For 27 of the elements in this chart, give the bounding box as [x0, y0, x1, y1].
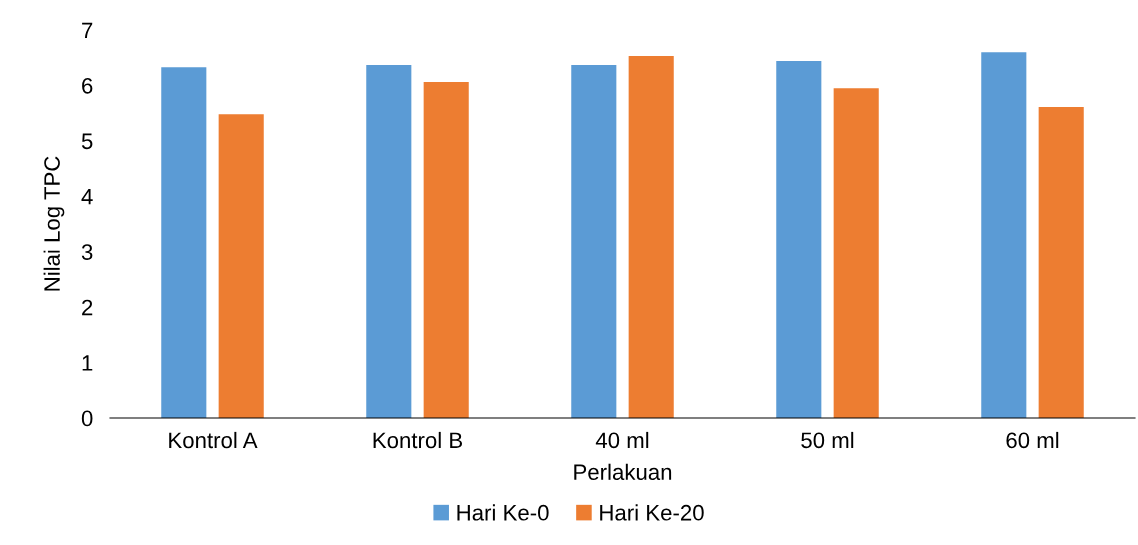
x-tick-label: 40 ml — [595, 431, 649, 449]
legend-label: Hari Ke-0 — [457, 504, 549, 521]
bar — [366, 64, 412, 418]
y-axis-title: Nilai Log TPC — [43, 156, 65, 291]
bar — [423, 82, 469, 418]
legend-label: Hari Ke-20 — [600, 504, 704, 521]
y-tick-label: 4 — [81, 189, 93, 205]
y-tick-label: 0 — [81, 410, 93, 427]
bar — [981, 52, 1027, 418]
bar — [833, 88, 879, 418]
y-tick-label: 7 — [82, 22, 93, 39]
x-tick-label: Kontrol B — [373, 431, 463, 449]
x-tick-label: 60 ml — [1006, 431, 1059, 449]
bar — [218, 114, 264, 418]
bar — [1038, 107, 1084, 418]
x-axis-title: Perlakuan — [574, 463, 672, 481]
bar — [161, 67, 207, 418]
y-tick-label: 3 — [81, 244, 93, 260]
y-tick-label: 6 — [82, 77, 93, 94]
x-tick-label: 50 ml — [801, 431, 854, 449]
bar — [628, 56, 674, 418]
y-tick-label: 5 — [81, 133, 93, 150]
y-tick-label: 2 — [82, 299, 93, 316]
x-tick-label: Kontrol A — [169, 431, 258, 449]
bar — [571, 64, 617, 418]
y-tick-label: 1 — [82, 355, 93, 371]
bar — [776, 61, 822, 418]
